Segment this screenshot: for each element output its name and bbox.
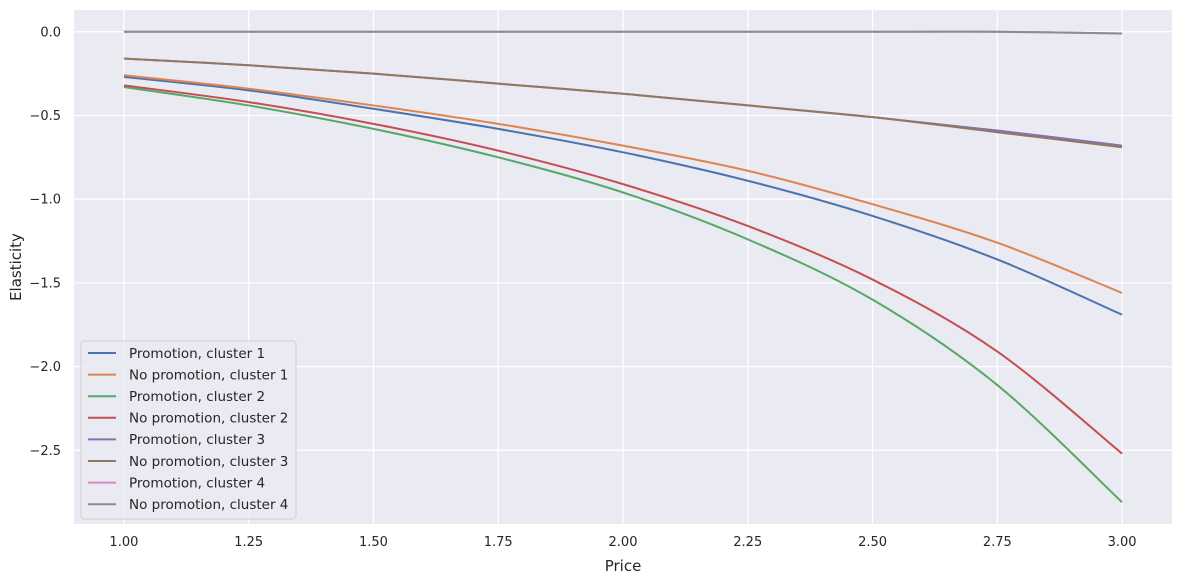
series-line-1 — [123, 75, 1123, 316]
legend-frame — [80, 340, 297, 520]
legend-label: No promotion, cluster 4 — [129, 497, 288, 513]
legend-label: No promotion, cluster 2 — [129, 411, 288, 427]
x-tick-label: 1.75 — [484, 535, 513, 550]
series-line-4 — [123, 84, 1123, 455]
x-tick-label: 2.00 — [609, 535, 638, 550]
legend-label: No promotion, cluster 1 — [129, 367, 288, 383]
y-tick-label: −1.5 — [29, 276, 61, 291]
legend-label: Promotion, cluster 1 — [129, 346, 265, 362]
legend: Promotion, cluster 1 No promotion, cluste… — [80, 340, 297, 520]
legend-label: Promotion, cluster 3 — [129, 432, 265, 448]
x-tick-label: 2.75 — [983, 535, 1012, 550]
legend-label: Promotion, cluster 2 — [129, 389, 265, 405]
y-tick-labels: 0.0 −0.5 −1.0 −1.5 −2.0 −2.5 — [29, 25, 61, 459]
series-lines — [123, 30, 1123, 503]
series-line-3 — [123, 86, 1123, 503]
series-line-8 — [123, 30, 1123, 35]
x-tick-label: 3.00 — [1108, 535, 1137, 550]
legend-label: No promotion, cluster 3 — [129, 454, 288, 470]
x-tick-label: 2.25 — [733, 535, 762, 550]
x-tick-label: 1.50 — [359, 535, 388, 550]
x-tick-labels: 1.00 1.25 1.50 1.75 2.00 2.25 2.50 2.75 3.00 — [109, 535, 1136, 550]
y-tick-label: −0.5 — [29, 109, 61, 124]
y-axis-label: Elasticity — [7, 233, 25, 301]
y-tick-label: −2.0 — [29, 360, 61, 375]
x-tick-label: 1.00 — [109, 535, 138, 550]
y-tick-label: 0.0 — [40, 25, 61, 40]
y-tick-label: −2.5 — [29, 444, 61, 459]
x-tick-label: 1.25 — [234, 535, 263, 550]
x-axis-label: Price — [605, 557, 642, 575]
x-tick-label: 2.50 — [858, 535, 887, 550]
series-line-2 — [123, 74, 1123, 294]
y-tick-label: −1.0 — [29, 193, 61, 208]
legend-label: Promotion, cluster 4 — [129, 475, 265, 491]
series-line-6 — [123, 57, 1123, 149]
